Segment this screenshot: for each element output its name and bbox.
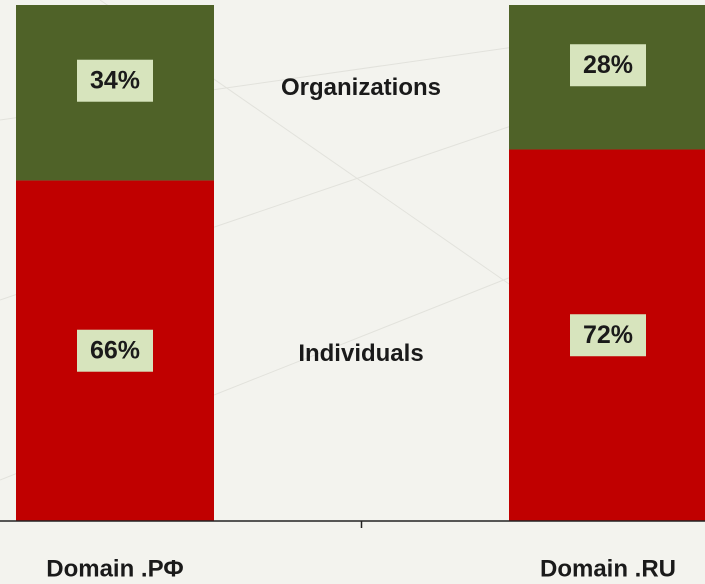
value-label: 34% — [90, 66, 140, 94]
value-label: 72% — [583, 321, 633, 349]
value-label-box — [77, 329, 153, 372]
series-label: Organizations — [281, 74, 441, 101]
value-label-box — [570, 314, 646, 357]
x-tick-label: Domain .РФ — [46, 555, 184, 582]
value-label: 28% — [583, 51, 633, 79]
value-label-box — [570, 44, 646, 87]
background-lines — [0, 0, 705, 481]
x-tick-label: Domain .RU — [540, 555, 676, 582]
series-label: Individuals — [298, 340, 423, 367]
value-label-box — [77, 59, 153, 102]
value-label: 66% — [90, 336, 140, 364]
